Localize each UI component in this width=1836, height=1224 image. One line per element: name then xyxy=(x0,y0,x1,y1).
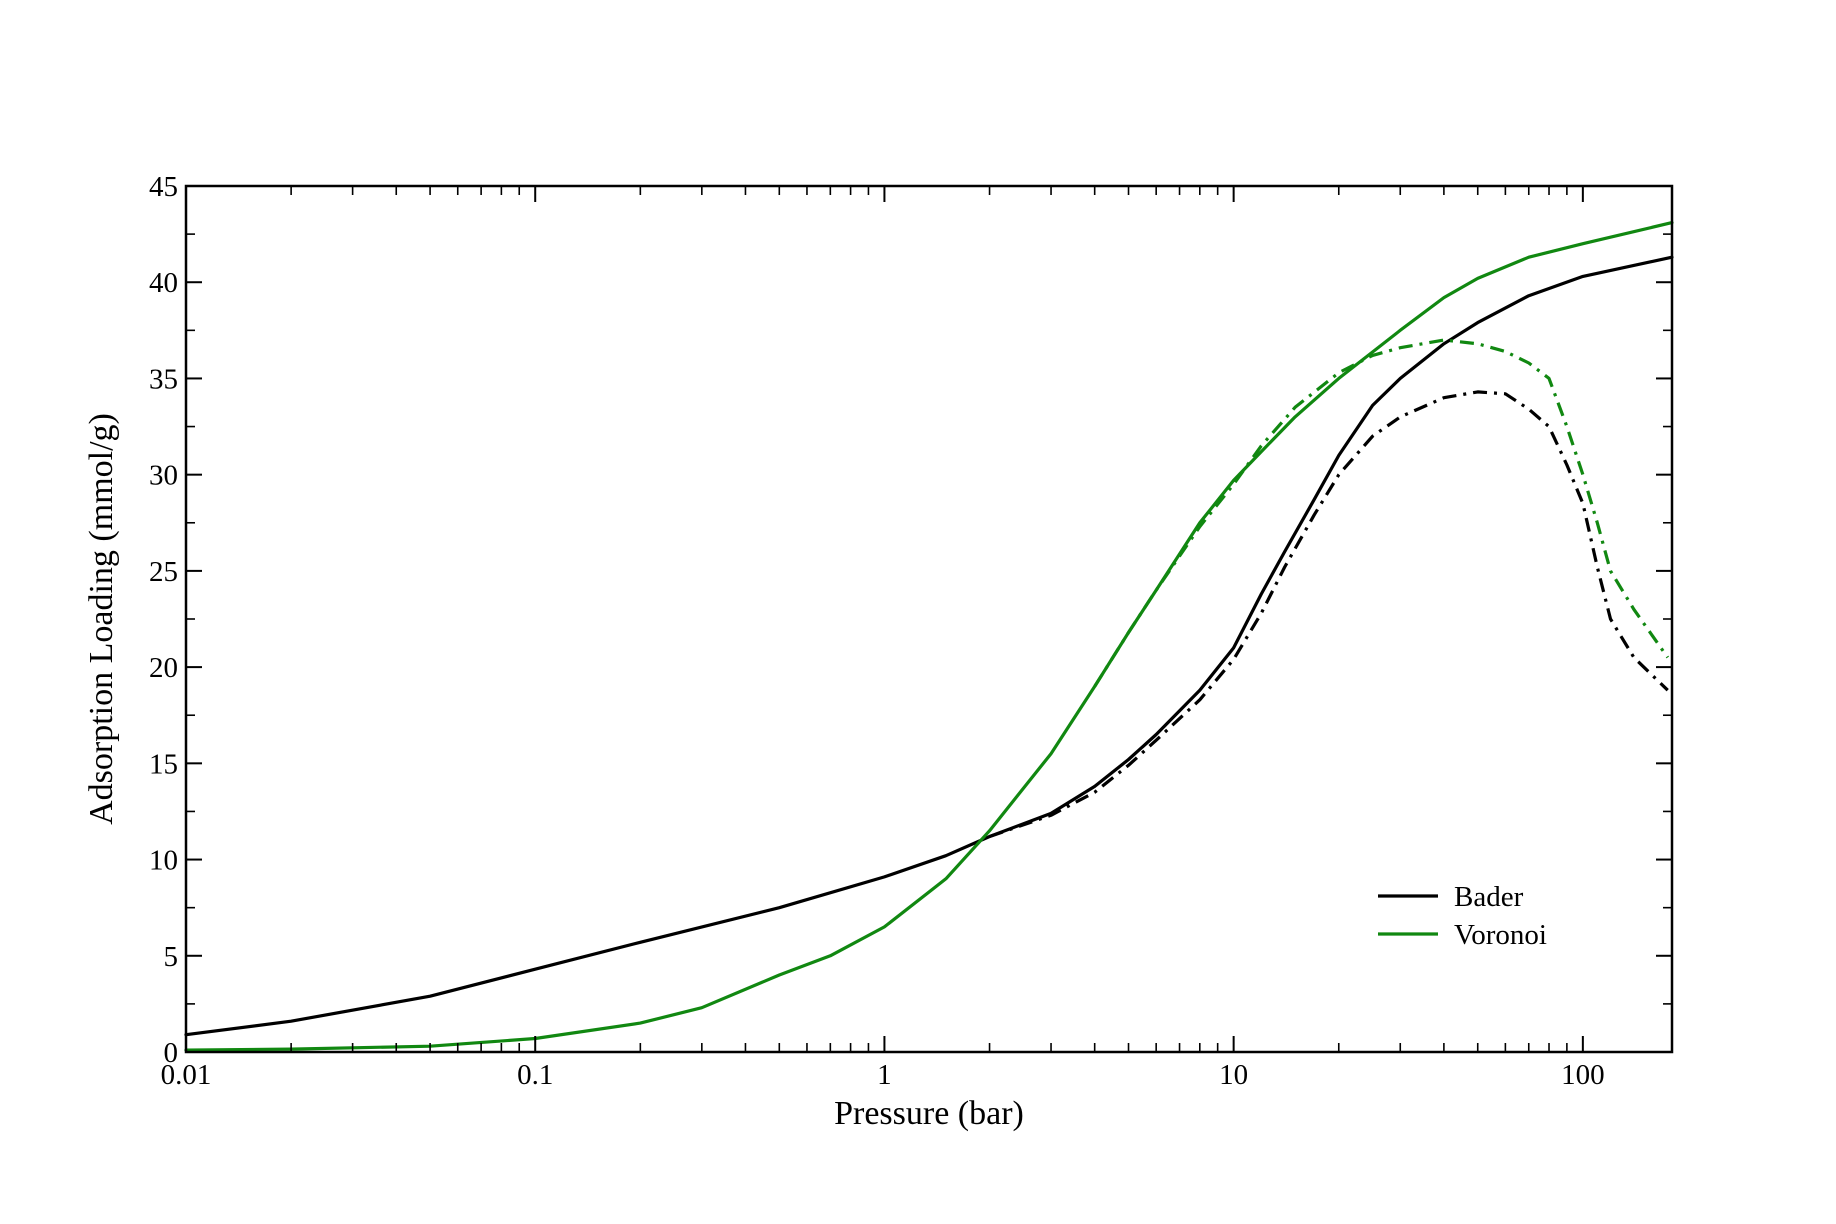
x-tick-label: 100 xyxy=(1561,1059,1605,1091)
x-tick-label: 0.01 xyxy=(161,1059,212,1091)
y-tick-label: 20 xyxy=(149,652,178,684)
legend-label: Voronoi xyxy=(1454,919,1547,951)
series-line-3 xyxy=(1093,338,1670,688)
y-tick-label: 15 xyxy=(149,748,178,780)
y-tick-label: 45 xyxy=(149,171,178,203)
y-tick-label: 30 xyxy=(149,460,178,492)
legend: Bader Voronoi xyxy=(1378,881,1547,951)
series-line-1 xyxy=(989,390,1669,839)
y-axis-title: Adsorption Loading (mmol/g) xyxy=(83,413,120,825)
tick-layer: 0.01 0.1 1 10 100 0 5 10 15 20 25 30 35 40 45 xyxy=(149,171,1672,1091)
y-tick-label: 40 xyxy=(149,267,178,299)
x-axis-title: Pressure (bar) xyxy=(834,1095,1024,1132)
y-tick-label: 25 xyxy=(149,556,178,588)
series-line-0 xyxy=(184,255,1674,1037)
x-tick-label: 1 xyxy=(877,1059,892,1091)
y-tick-label: 0 xyxy=(164,1037,179,1069)
x-tick-label: 0.1 xyxy=(517,1059,553,1091)
y-tick-label: 5 xyxy=(164,941,179,973)
series-layer xyxy=(184,221,1674,1052)
legend-label: Bader xyxy=(1454,881,1524,913)
y-tick-label: 10 xyxy=(149,845,178,877)
y-tick-label: 35 xyxy=(149,363,178,395)
x-tick-label: 10 xyxy=(1219,1059,1248,1091)
